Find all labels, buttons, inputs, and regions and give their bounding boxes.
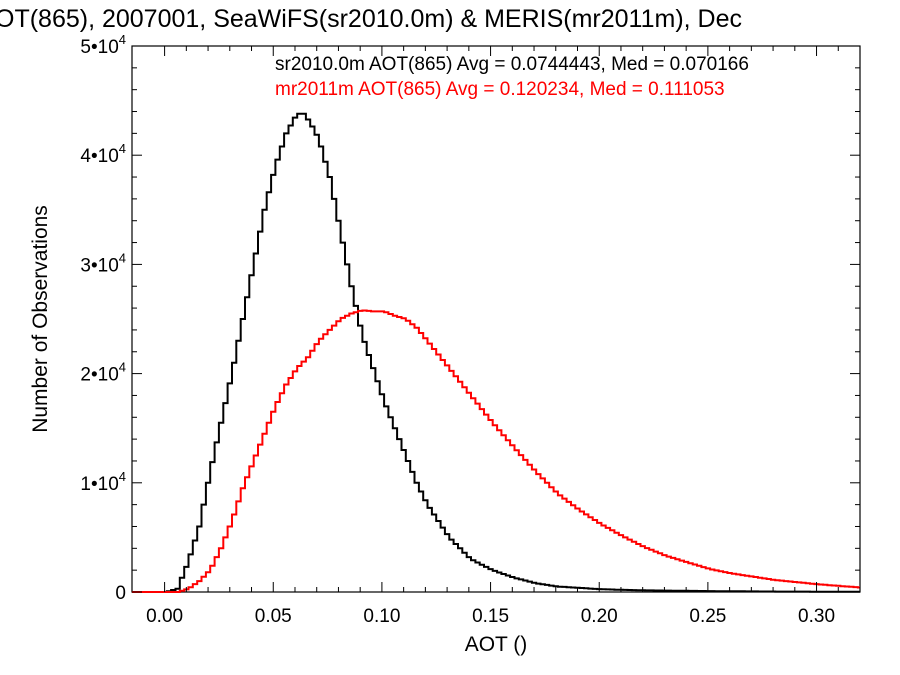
y-tick-label: 4•104 xyxy=(80,141,126,167)
x-tick-label: 0.15 xyxy=(472,606,509,627)
plot-area: 0.00 0.05 0.10 0.15 0.20 0.25 0.30 0 1•104 2•104… xyxy=(80,32,861,627)
series-mr2011-line xyxy=(132,309,860,593)
legend: sr2010.0m AOT(865) Avg = 0.0744443, Med … xyxy=(275,54,749,100)
x-axis-label: AOT () xyxy=(465,633,528,656)
y-tick-label: 2•104 xyxy=(80,360,126,386)
y-ticks: 0 1•104 2•104 3•104 4•104 5•104 xyxy=(80,32,860,604)
series-sr2010-line xyxy=(132,112,860,593)
x-tick-label: 0.05 xyxy=(255,606,292,627)
x-tick-label: 0.25 xyxy=(689,606,726,627)
y-tick-label: 0 xyxy=(115,583,126,604)
x-tick-label: 0.30 xyxy=(798,606,835,627)
legend-entry-mr2011: mr2011m AOT(865) Avg = 0.120234, Med = 0… xyxy=(275,79,725,100)
y-tick-label: 5•104 xyxy=(80,32,126,58)
y-axis-label: Number of Observations xyxy=(29,205,52,433)
y-tick-label: 3•104 xyxy=(80,250,126,276)
plot-frame xyxy=(131,45,861,593)
y-tick-label: 1•104 xyxy=(80,469,126,495)
chart-title: OT(865), 2007001, SeaWiFS(sr2010.0m) & M… xyxy=(0,5,742,33)
x-tick-label: 0.00 xyxy=(146,606,183,627)
x-tick-label: 0.10 xyxy=(363,606,400,627)
x-tick-label: 0.20 xyxy=(581,606,618,627)
x-ticks: 0.00 0.05 0.10 0.15 0.20 0.25 0.30 xyxy=(146,46,861,627)
legend-entry-sr2010: sr2010.0m AOT(865) Avg = 0.0744443, Med … xyxy=(275,54,749,75)
